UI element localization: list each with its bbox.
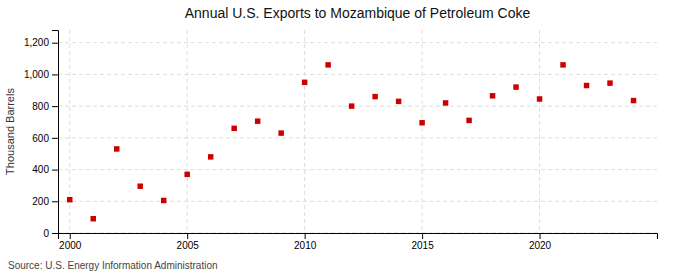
x-tick-label: 2010 bbox=[294, 240, 317, 251]
y-tick-label: 800 bbox=[32, 101, 49, 112]
plot-area: 2000 2005 2010 2015 2020 0 200 400 600 800 1,000 1,… bbox=[24, 30, 658, 251]
point bbox=[231, 126, 236, 131]
x-tick-mark bbox=[422, 233, 423, 239]
point bbox=[490, 93, 495, 98]
point bbox=[560, 62, 565, 67]
y-tick-mark bbox=[52, 106, 58, 107]
point bbox=[302, 80, 307, 85]
point bbox=[443, 100, 448, 105]
point bbox=[90, 216, 95, 221]
grid bbox=[58, 30, 657, 233]
y-tick: 1,000 bbox=[24, 69, 58, 80]
point bbox=[419, 120, 424, 125]
point bbox=[631, 98, 636, 103]
x-tick: 2000 bbox=[59, 233, 82, 251]
x-tick-label: 2000 bbox=[59, 240, 82, 251]
y-tick-mark bbox=[52, 43, 58, 44]
y-tick-label: 1,200 bbox=[24, 37, 49, 48]
point bbox=[325, 62, 330, 67]
y-tick: 600 bbox=[32, 133, 58, 144]
marks bbox=[67, 62, 636, 221]
chart-svg: 2000 2005 2010 2015 2020 0 200 400 600 800 1,000 1,… bbox=[0, 0, 675, 275]
x-grid-line bbox=[69, 30, 70, 233]
x-axis: 2000 2005 2010 2015 2020 bbox=[59, 233, 658, 251]
y-axis-line bbox=[52, 31, 59, 234]
y-tick-mark bbox=[52, 201, 58, 202]
x-tick-mark bbox=[540, 233, 541, 239]
point bbox=[161, 198, 166, 203]
point bbox=[396, 99, 401, 104]
y-tick: 1,200 bbox=[24, 37, 58, 48]
y-tick: 400 bbox=[32, 164, 58, 175]
x-grid-line bbox=[539, 30, 540, 233]
y-axis-title: Thousand Barrels bbox=[4, 88, 16, 175]
y-tick-label: 200 bbox=[32, 196, 49, 207]
x-tick: 2005 bbox=[177, 233, 200, 251]
point bbox=[114, 146, 119, 151]
point bbox=[67, 197, 72, 202]
y-tick: 200 bbox=[32, 196, 58, 207]
y-tick: 0 bbox=[43, 228, 58, 239]
y-grid-line bbox=[58, 137, 657, 138]
x-tick-mark bbox=[305, 233, 306, 239]
x-axis-line bbox=[59, 234, 658, 240]
x-tick-label: 2005 bbox=[177, 240, 200, 251]
x-tick: 2015 bbox=[411, 233, 434, 251]
x-grid-line bbox=[304, 30, 305, 233]
y-axis: 0 200 400 600 800 1,000 1,200 bbox=[24, 31, 59, 239]
y-tick-label: 0 bbox=[43, 228, 49, 239]
point bbox=[513, 84, 518, 89]
x-grid-line bbox=[422, 30, 423, 233]
point bbox=[466, 118, 471, 123]
point bbox=[607, 80, 612, 85]
y-tick-mark bbox=[52, 233, 58, 234]
y-tick-label: 600 bbox=[32, 133, 49, 144]
annotation: Source: U.S. Energy Information Administ… bbox=[8, 260, 218, 271]
point bbox=[584, 83, 589, 88]
x-tick-label: 2020 bbox=[529, 240, 552, 251]
point bbox=[278, 130, 283, 135]
y-grid-line bbox=[58, 201, 657, 202]
y-tick-label: 1,000 bbox=[24, 69, 49, 80]
x-grid-line bbox=[187, 30, 188, 233]
x-tick-mark bbox=[70, 233, 71, 239]
y-grid-line bbox=[58, 42, 657, 43]
y-grid-line bbox=[58, 169, 657, 170]
point bbox=[184, 172, 189, 177]
y-tick-mark bbox=[52, 170, 58, 171]
point bbox=[208, 154, 213, 159]
chart-container: 2000 2005 2010 2015 2020 0 200 400 600 800 1,000 1,… bbox=[0, 0, 675, 275]
point bbox=[372, 94, 377, 99]
y-tick-mark bbox=[52, 74, 58, 75]
y-grid-line bbox=[58, 106, 657, 107]
x-tick-label: 2015 bbox=[411, 240, 434, 251]
point bbox=[349, 103, 354, 108]
x-tick: 2020 bbox=[529, 233, 552, 251]
y-tick: 800 bbox=[32, 101, 58, 112]
point bbox=[255, 118, 260, 123]
y-grid-line bbox=[58, 74, 657, 75]
point bbox=[137, 183, 142, 188]
x-tick-mark bbox=[187, 233, 188, 239]
title: Annual U.S. Exports to Mozambique of Pet… bbox=[185, 5, 531, 21]
y-tick-mark bbox=[52, 138, 58, 139]
y-tick-label: 400 bbox=[32, 164, 49, 175]
point bbox=[537, 96, 542, 101]
x-tick: 2010 bbox=[294, 233, 317, 251]
